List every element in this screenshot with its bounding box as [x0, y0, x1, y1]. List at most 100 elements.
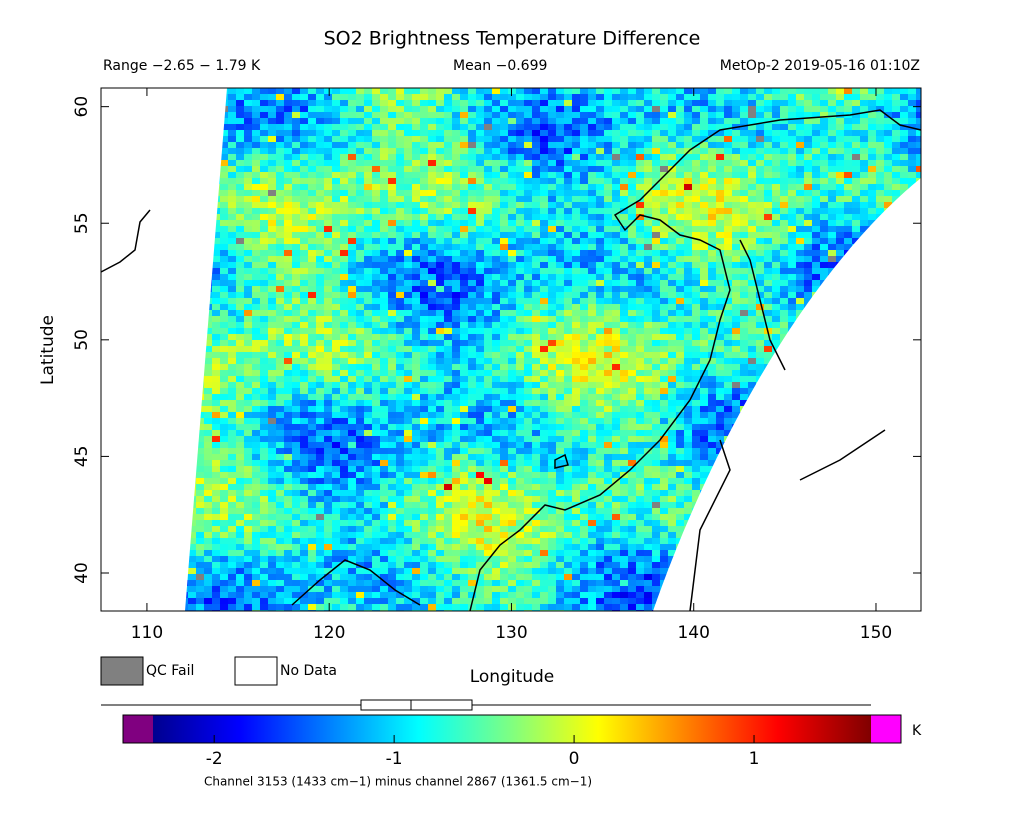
swath-cell — [692, 118, 700, 124]
swath-cell — [620, 274, 628, 280]
swath-cell — [532, 118, 540, 124]
swath-cell — [724, 136, 732, 142]
swath-cell — [260, 196, 268, 202]
swath-cell — [188, 334, 196, 340]
swath-cell — [252, 250, 260, 256]
swath-cell — [492, 226, 500, 232]
swath-cell — [276, 208, 284, 214]
swath-cell — [764, 214, 772, 220]
swath-cell — [620, 196, 628, 202]
swath-cell — [884, 268, 892, 274]
swath-cell — [900, 238, 908, 244]
swath-cell — [532, 172, 540, 178]
swath-cell — [556, 214, 564, 220]
swath-cell — [660, 346, 668, 352]
swath-cell — [228, 376, 236, 382]
swath-cell — [692, 172, 700, 178]
swath-cell — [396, 400, 404, 406]
swath-cell — [420, 232, 428, 238]
swath-cell — [364, 136, 372, 142]
swath-cell — [524, 340, 532, 346]
swath-cell — [828, 238, 836, 244]
swath-cell — [300, 382, 308, 388]
swath-cell — [276, 376, 284, 382]
swath-cell — [788, 274, 796, 280]
swath-cell — [476, 196, 484, 202]
swath-cell — [356, 328, 364, 334]
swath-cell — [852, 262, 860, 268]
swath-cell — [884, 322, 892, 328]
swath-cell — [588, 394, 596, 400]
swath-cell — [788, 382, 796, 388]
swath-cell — [732, 316, 740, 322]
swath-cell — [828, 196, 836, 202]
swath-cell — [548, 238, 556, 244]
swath-cell — [308, 226, 316, 232]
swath-cell — [516, 256, 524, 262]
swath-cell — [884, 214, 892, 220]
swath-cell — [372, 160, 380, 166]
swath-cell — [700, 364, 708, 370]
swath-cell — [588, 178, 596, 184]
swath-cell — [508, 166, 516, 172]
swath-cell — [292, 364, 300, 370]
swath-cell — [268, 142, 276, 148]
swath-cell — [268, 232, 276, 238]
swath-cell — [660, 322, 668, 328]
swath-cell — [732, 190, 740, 196]
swath-cell — [852, 178, 860, 184]
swath-cell — [572, 262, 580, 268]
swath-cell — [676, 322, 684, 328]
swath-cell — [188, 394, 196, 400]
swath-cell — [788, 154, 796, 160]
swath-cell — [612, 244, 620, 250]
swath-cell — [668, 364, 676, 370]
swath-cell — [532, 154, 540, 160]
swath-cell — [636, 88, 644, 94]
swath-cell — [580, 316, 588, 322]
swath-cell — [852, 238, 860, 244]
swath-cell — [700, 214, 708, 220]
swath-cell — [452, 328, 460, 334]
swath-cell — [644, 292, 652, 298]
swath-cell — [644, 208, 652, 214]
swath-cell — [308, 364, 316, 370]
swath-cell — [476, 298, 484, 304]
swath-cell — [580, 250, 588, 256]
swath-cell — [732, 88, 740, 94]
swath-cell — [428, 388, 436, 394]
swath-cell — [860, 154, 868, 160]
swath-cell — [396, 268, 404, 274]
swath-cell — [340, 220, 348, 226]
swath-cell — [620, 190, 628, 196]
swath-cell — [844, 286, 852, 292]
swath-cell — [380, 352, 388, 358]
swath-cell — [628, 334, 636, 340]
swath-cell — [236, 232, 244, 238]
swath-cell — [596, 130, 604, 136]
swath-cell — [292, 166, 300, 172]
swath-cell — [860, 112, 868, 118]
swath-cell — [796, 370, 804, 376]
swath-cell — [700, 358, 708, 364]
swath-cell — [772, 178, 780, 184]
swath-cell — [236, 274, 244, 280]
swath-cell — [780, 310, 788, 316]
swath-cell — [252, 286, 260, 292]
swath-cell — [348, 382, 356, 388]
swath-cell — [788, 322, 796, 328]
swath-cell — [764, 352, 772, 358]
swath-cell — [788, 346, 796, 352]
swath-cell — [820, 124, 828, 130]
swath-cell — [388, 400, 396, 406]
swath-cell — [452, 394, 460, 400]
swath-cell — [284, 118, 292, 124]
swath-cell — [780, 166, 788, 172]
swath-cell — [292, 130, 300, 136]
swath-cell — [780, 178, 788, 184]
swath-cell — [452, 154, 460, 160]
swath-cell — [868, 274, 876, 280]
swath-cell — [380, 394, 388, 400]
swath-cell — [700, 316, 708, 322]
swath-cell — [620, 250, 628, 256]
